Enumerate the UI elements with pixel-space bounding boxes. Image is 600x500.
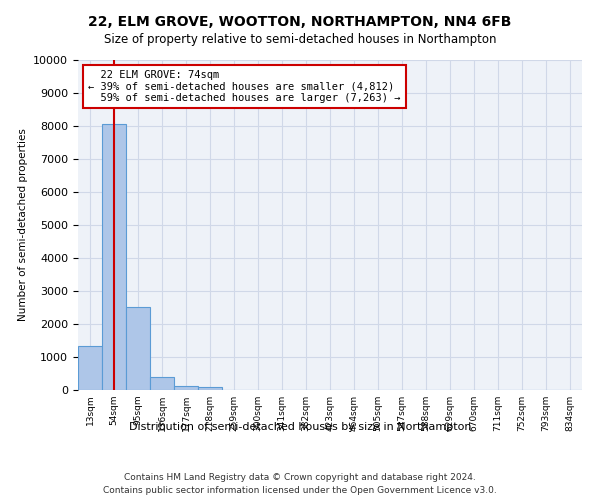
Text: Contains HM Land Registry data © Crown copyright and database right 2024.: Contains HM Land Registry data © Crown c…	[124, 472, 476, 482]
Text: 22, ELM GROVE, WOOTTON, NORTHAMPTON, NN4 6FB: 22, ELM GROVE, WOOTTON, NORTHAMPTON, NN4…	[88, 15, 512, 29]
Bar	[150, 378, 174, 390]
Y-axis label: Number of semi-detached properties: Number of semi-detached properties	[18, 128, 28, 322]
Bar	[174, 386, 198, 390]
Text: Distribution of semi-detached houses by size in Northampton: Distribution of semi-detached houses by …	[129, 422, 471, 432]
Text: 22 ELM GROVE: 74sqm
← 39% of semi-detached houses are smaller (4,812)
  59% of s: 22 ELM GROVE: 74sqm ← 39% of semi-detach…	[88, 70, 401, 103]
Bar	[102, 124, 126, 390]
Text: Contains public sector information licensed under the Open Government Licence v3: Contains public sector information licen…	[103, 486, 497, 495]
Text: Size of property relative to semi-detached houses in Northampton: Size of property relative to semi-detach…	[104, 32, 496, 46]
Bar	[198, 388, 222, 390]
Bar	[78, 346, 102, 390]
Bar	[126, 307, 150, 390]
